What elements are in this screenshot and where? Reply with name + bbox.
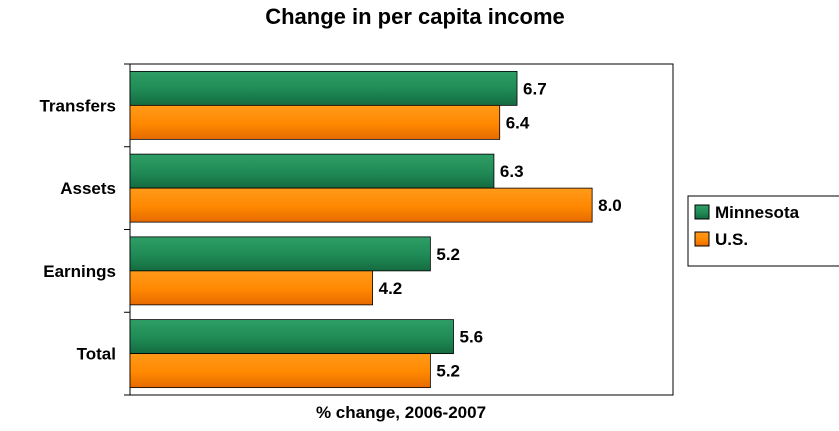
x-axis-label: % change, 2006-2007 — [316, 403, 486, 422]
data-label: 6.3 — [500, 162, 524, 181]
value-labels: 6.7 6.4 6.3 8.0 5.2 4.2 5.6 5.2 — [379, 79, 622, 380]
category-label: Total — [77, 345, 116, 364]
legend-label: U.S. — [715, 230, 748, 249]
data-label: 8.0 — [598, 196, 622, 215]
bar-u-s-transfers — [129, 104, 501, 140]
data-label: 5.2 — [436, 245, 460, 264]
category-label: Transfers — [39, 96, 116, 115]
bar-u-s-assets — [129, 187, 593, 223]
bar-minnesota-earnings — [129, 236, 431, 272]
legend-box — [687, 195, 839, 267]
legend-swatch — [694, 231, 710, 247]
bars-group — [129, 70, 593, 389]
category-labels: Transfers Assets Earnings Total — [39, 96, 116, 363]
chart-title: Change in per capita income — [265, 4, 565, 29]
axis-ticks — [124, 63, 130, 396]
legend: Minnesota U.S. — [694, 203, 800, 249]
bar-minnesota-total — [129, 319, 454, 355]
data-label: 6.7 — [523, 79, 547, 98]
data-label: 5.2 — [436, 362, 460, 381]
legend-label: Minnesota — [715, 203, 800, 222]
data-label: 4.2 — [379, 279, 403, 298]
legend-swatch — [694, 204, 710, 220]
bar-u-s-earnings — [129, 270, 374, 306]
bar-minnesota-transfers — [129, 70, 518, 106]
data-label: 6.4 — [506, 113, 530, 132]
category-label: Earnings — [43, 262, 116, 281]
data-label: 5.6 — [459, 328, 483, 347]
bar-u-s-total — [129, 353, 431, 389]
category-label: Assets — [60, 179, 116, 198]
bar-minnesota-assets — [129, 153, 495, 189]
